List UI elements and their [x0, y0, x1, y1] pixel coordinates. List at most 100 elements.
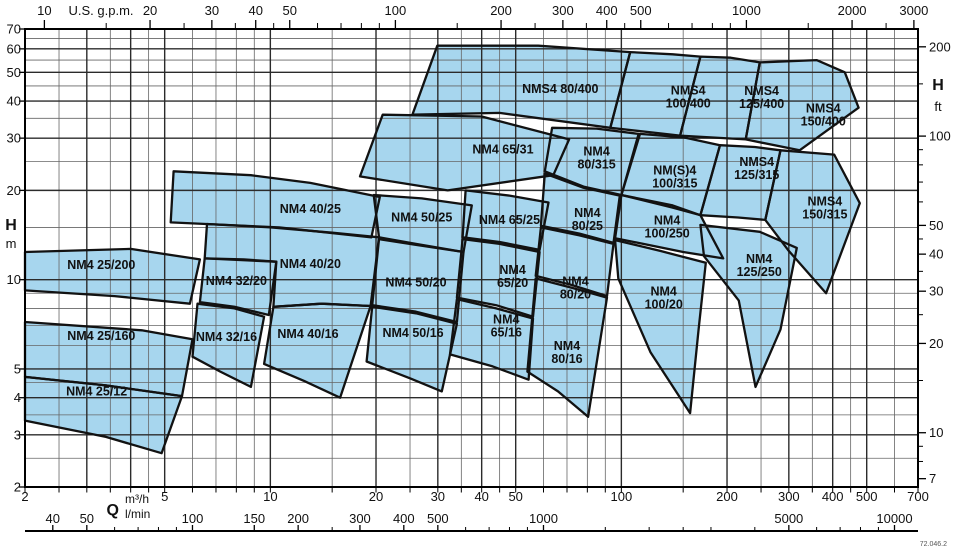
axis-label: 500 — [630, 3, 652, 18]
axis-label: 30 — [7, 131, 21, 146]
right-axis-h-ft: 200 100 50 40 30 20 10 7 Hft — [918, 39, 951, 486]
region-label-nm4-32-16: NM4 32/16 — [196, 330, 257, 344]
left-axis-unit: m — [6, 236, 17, 251]
region-label-nm4-100-250: 100/250 — [645, 227, 690, 241]
region-label-nms4-125-400: 125/400 — [739, 97, 784, 111]
axis-label: 40 — [248, 3, 262, 18]
region-nms4-100-315 — [621, 133, 720, 216]
axis-label: 20 — [369, 489, 383, 504]
bottom-axis-q-lmin: 40 50 100 150 200 300 400 500 1000 5000 10000 — [25, 511, 918, 532]
region-label-nms4-125-400: NMS4 — [744, 84, 779, 98]
axis-label: 10 — [37, 3, 51, 18]
region-outline-nms4-150-400 — [744, 58, 860, 152]
region-label-nm4-65-16: NM4 — [493, 313, 519, 327]
region-outline-nm4-50-20 — [371, 237, 465, 324]
axis-label: 400 — [822, 489, 844, 504]
region-label-nms4-80-400: NMS4 80/400 — [522, 82, 598, 96]
region-label-nm4-125-250: NM4 — [746, 252, 772, 266]
region-label-nm4-25-200: NM4 25/200 — [67, 258, 135, 272]
region-label-nm4-80-20: NM4 — [562, 275, 588, 289]
axis-label: 10 — [263, 489, 277, 504]
pump-region-labels: NM4 25/200 NM4 25/160 NM4 25/12 NM4 32/20 NM… — [66, 82, 847, 399]
region-nm4-40-25 — [170, 171, 380, 238]
top-axis-unit: U.S. g.p.m. — [68, 3, 133, 18]
axis-label: 2000 — [838, 3, 867, 18]
axis-label: 200 — [287, 511, 309, 526]
axis-label: 1000 — [529, 511, 558, 526]
axis-label: 50 — [7, 65, 21, 80]
axis-label: 50 — [80, 511, 94, 526]
axis-label: 50 — [929, 218, 943, 233]
axis-label: 4 — [14, 390, 21, 405]
axis-label: 500 — [427, 511, 449, 526]
region-label-nm4-80-20: 80/20 — [560, 288, 591, 302]
region-label-nms4-150-315: NMS4 — [808, 195, 843, 209]
axis-label: 300 — [552, 3, 574, 18]
pump-regions — [25, 45, 860, 454]
axis-label: 10 — [7, 272, 21, 287]
region-outline-nm4-80-20 — [534, 226, 615, 298]
axis-label: 5 — [14, 361, 21, 376]
region-label-nm4-25-160: NM4 25/160 — [67, 329, 135, 343]
region-nm4-50-16 — [366, 306, 457, 392]
region-label-nm4-40-20: NM4 40/20 — [280, 257, 341, 271]
region-outline-nms4-150-315 — [764, 149, 861, 295]
region-outline-nm4-100-250 — [613, 193, 725, 260]
axis-label: 20 — [7, 183, 21, 198]
axis-label: 70 — [7, 22, 21, 37]
axis-label: 100 — [182, 511, 204, 526]
axis-label: 700 — [907, 489, 929, 504]
axis-label: 50 — [508, 489, 522, 504]
region-outline-nm4-80-16 — [526, 277, 609, 418]
region-label-nm4-80-315: NM4 — [583, 145, 609, 159]
region-label-nms4-100-315: NM(S)4 — [653, 163, 696, 177]
region-nm4-25-160 — [25, 322, 193, 397]
axis-label: 300 — [349, 511, 371, 526]
region-outline-nm4-65-16 — [448, 297, 535, 381]
grid-minor — [25, 29, 918, 487]
axis-label: 3000 — [899, 3, 928, 18]
region-label-nms4-125-315: 125/315 — [734, 168, 779, 182]
region-label-nm4-50-20: NM4 50/20 — [385, 275, 446, 289]
axis-label: 50 — [282, 3, 296, 18]
region-outline-nm4-32-16 — [191, 302, 266, 389]
region-label-nm4-65-20: NM4 — [499, 263, 525, 277]
axis-label: 60 — [7, 41, 21, 56]
region-label-nm4-65-25: NM4 65/25 — [479, 213, 540, 227]
bottom-axis-unit-lmin: l/min — [125, 507, 150, 521]
axis-label: 200 — [716, 489, 738, 504]
right-axis-unit: ft — [934, 99, 942, 114]
axis-label: 3 — [14, 427, 21, 442]
region-label-nms4-100-315: 100/315 — [652, 176, 697, 190]
drawing-number: 72.046.2 — [919, 541, 947, 548]
region-label-nms4-150-400: NMS4 — [806, 102, 841, 116]
region-label-nm4-40-25: NM4 40/25 — [280, 202, 341, 216]
region-nm4-65-20 — [456, 239, 540, 317]
region-label-nms4-100-400: NMS4 — [671, 83, 706, 97]
axis-label: 40 — [929, 247, 943, 262]
region-outline-nm4-50-16 — [365, 305, 459, 393]
region-label-nm4-65-31: NM4 65/31 — [472, 142, 533, 156]
region-nms4-125-400 — [680, 56, 760, 140]
top-axis-us-gpm: 10 20 30 40 50 100 200 300 400 500 1000 2000 3000 U.S… — [37, 3, 928, 29]
axis-label: 150 — [243, 511, 265, 526]
plot-frame — [24, 28, 919, 488]
region-outline-nm4-125-250 — [699, 223, 798, 389]
region-label-nms4-125-315: NMS4 — [739, 155, 774, 169]
left-axis-label: H — [5, 217, 17, 234]
axis-label: 200 — [490, 3, 512, 18]
region-nm4-40-20 — [204, 224, 379, 307]
bottom-axis-label: Q — [107, 502, 119, 519]
axis-label: 2 — [14, 480, 21, 495]
axis-label: 2 — [21, 489, 28, 504]
region-nms4-125-315 — [700, 145, 781, 220]
region-label-nm4-80-16: NM4 — [554, 339, 580, 353]
region-outline-nm4-100-20 — [613, 238, 707, 415]
axis-label: 30 — [205, 3, 219, 18]
region-label-nm4-80-315: 80/315 — [577, 158, 615, 172]
axis-label: 30 — [431, 489, 445, 504]
axis-label: 40 — [46, 511, 60, 526]
axis-label: 10000 — [876, 511, 912, 526]
right-axis-label: H — [932, 77, 944, 94]
